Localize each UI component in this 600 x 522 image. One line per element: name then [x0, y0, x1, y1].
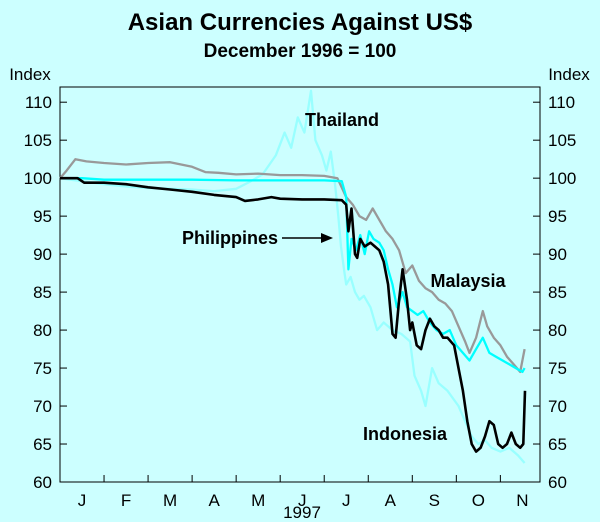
x-tick-label: O	[472, 491, 485, 510]
y-tick-label-left: 100	[24, 169, 52, 188]
annotation-thailand: Thailand	[305, 110, 379, 130]
y-axis-right: 60 65 70 75 80 85 90 95 100 105 110	[533, 93, 576, 492]
y-tick-label-right: 60	[548, 473, 567, 492]
annotation-arrow-head	[321, 233, 333, 243]
annotation-philippines: Philippines	[182, 228, 278, 248]
y-tick-label-right: 90	[548, 245, 567, 264]
y-tick-label-right: 85	[548, 283, 567, 302]
y-tick-label-left: 80	[33, 321, 52, 340]
series-line-philippines	[60, 177, 526, 374]
y-tick-label-left: 70	[33, 397, 52, 416]
series-line-thailand	[59, 89, 526, 464]
y-tick-label-right: 65	[548, 435, 567, 454]
x-tick-label: J	[298, 491, 307, 510]
x-tick-label: J	[78, 491, 87, 510]
y-tick-label-right: 95	[548, 207, 567, 226]
series-line-indonesia	[60, 176, 527, 453]
y-tick-label-left: 60	[33, 473, 52, 492]
plot-frame	[59, 86, 541, 483]
y-axis-label-right: Index	[548, 65, 590, 84]
chart-subtitle: December 1996 = 100	[204, 41, 397, 62]
annotation-layer: Thailand Philippines Malaysia Indonesia	[182, 110, 507, 444]
x-tick-label: M	[163, 491, 177, 510]
annotation-malaysia: Malaysia	[430, 271, 506, 291]
y-tick-label-right: 110	[548, 93, 575, 112]
y-tick-label-right: 105	[548, 131, 576, 150]
annotation-indonesia: Indonesia	[363, 424, 448, 444]
series-line-malaysia	[59, 158, 526, 374]
y-tick-label-right: 75	[548, 359, 567, 378]
chart-title: Asian Currencies Against US$	[128, 9, 473, 36]
y-tick-label-left: 90	[33, 245, 52, 264]
y-tick-label-right: 70	[548, 397, 567, 416]
x-tick-label: A	[208, 491, 220, 510]
y-tick-label-left: 75	[33, 359, 52, 378]
x-tick-label: S	[429, 491, 440, 510]
y-tick-label-right: 80	[548, 321, 567, 340]
x-tick-label: F	[121, 491, 131, 510]
y-tick-label-left: 85	[33, 283, 52, 302]
y-tick-label-right: 100	[548, 169, 576, 188]
y-tick-label-left: 105	[24, 131, 52, 150]
y-tick-label-left: 65	[33, 435, 52, 454]
x-axis-year-label: 1997	[283, 503, 321, 522]
y-axis-label-left: Index	[9, 65, 51, 84]
x-tick-label: J	[342, 491, 351, 510]
x-tick-label: M	[251, 491, 265, 510]
y-tick-label-left: 95	[33, 207, 52, 226]
x-tick-label: N	[516, 491, 528, 510]
series-layer	[59, 89, 527, 464]
x-tick-label: A	[385, 491, 397, 510]
y-tick-label-left: 110	[25, 93, 52, 112]
